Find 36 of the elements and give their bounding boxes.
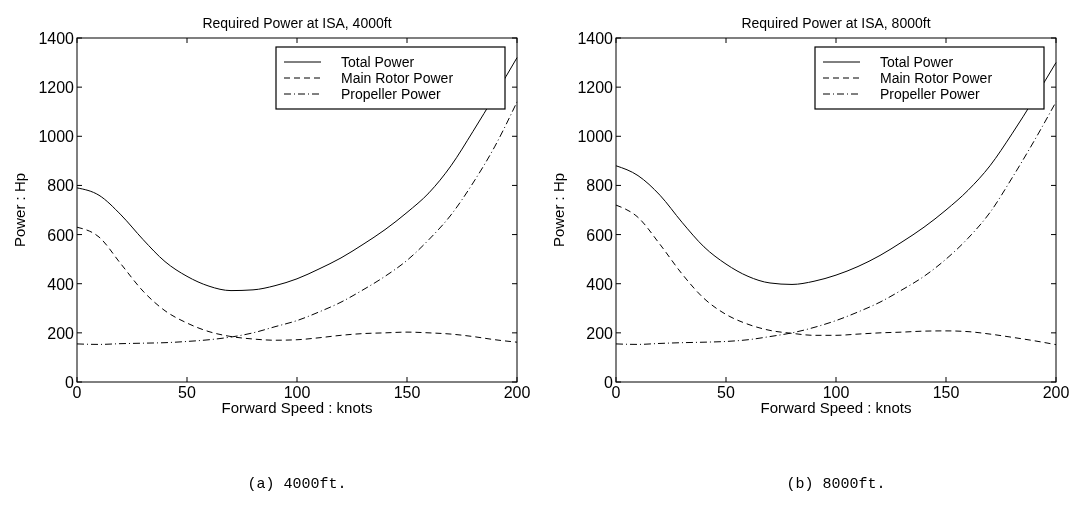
y-tick-label: 400	[47, 275, 75, 293]
y-tick-label: 800	[47, 177, 75, 195]
chart-title: Required Power at ISA, 8000ft	[741, 15, 931, 31]
x-axis-title: Forward Speed : knots	[221, 399, 373, 416]
x-tick-label: 200	[503, 384, 531, 401]
legend-label: Total Power	[880, 54, 954, 70]
y-tick-label: 600	[586, 226, 614, 244]
chart-title: Required Power at ISA, 4000ft	[202, 15, 392, 31]
text: (b) 8000ft.	[786, 476, 886, 493]
legend-label: Propeller Power	[341, 86, 441, 102]
x-axis-title: Forward Speed : knots	[760, 399, 912, 416]
y-tick-label: 1000	[577, 128, 614, 146]
y-axis-title: Power : Hp	[11, 172, 28, 248]
x-tick-label: 150	[393, 384, 421, 401]
x-tick-label: 50	[717, 384, 735, 401]
y-tick-label: 1400	[38, 30, 75, 47]
x-tick-label: 200	[1042, 384, 1070, 401]
y-tick-label: 1000	[38, 128, 75, 146]
x-tick-label: 50	[178, 384, 196, 401]
y-tick-label: 600	[47, 226, 75, 244]
y-tick-label: 200	[586, 324, 614, 342]
x-tick-label: 100	[283, 384, 311, 401]
y-tick-label: 200	[47, 324, 75, 342]
y-tick-label: 800	[586, 177, 614, 195]
x-tick-label: 150	[932, 384, 960, 401]
y-tick-label: 1400	[577, 30, 614, 47]
y-axis-title: Power : Hp	[550, 172, 567, 248]
y-tick-label: 1200	[38, 79, 75, 97]
text: (a) 4000ft.	[247, 476, 347, 493]
legend-label: Main Rotor Power	[880, 70, 993, 86]
legend-label: Propeller Power	[880, 86, 980, 102]
legend-label: Total Power	[341, 54, 415, 70]
legend-label: Main Rotor Power	[341, 70, 454, 86]
y-tick-label: 1200	[577, 79, 614, 97]
y-tick-label: 400	[586, 275, 614, 293]
x-tick-label: 100	[822, 384, 850, 401]
